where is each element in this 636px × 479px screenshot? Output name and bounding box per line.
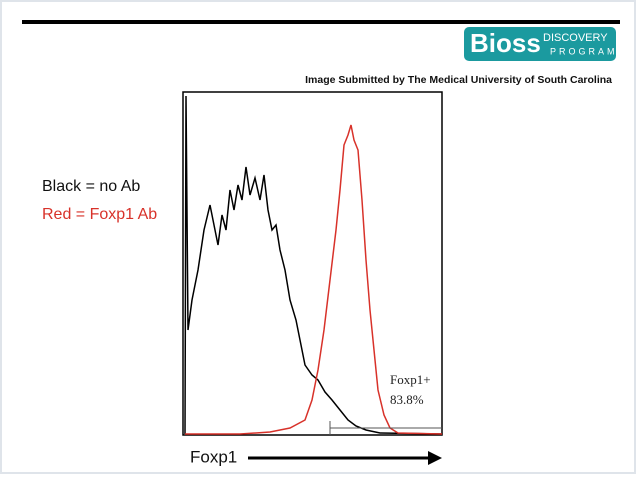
- black-histogram: [184, 95, 443, 435]
- red-histogram: [185, 124, 443, 435]
- caption: Image Submitted by The Medical Universit…: [305, 74, 612, 86]
- logo-line2: PROGRAM: [550, 46, 618, 56]
- plot-box: [182, 91, 443, 436]
- logo-name: Bioss: [470, 28, 541, 58]
- x-axis-label: Foxp1: [190, 447, 237, 466]
- gate-label: Foxp1+: [390, 372, 431, 387]
- legend-red: Red = Foxp1 Ab: [42, 206, 157, 223]
- top-rule: [22, 20, 620, 24]
- logo-line1: DISCOVERY: [543, 32, 608, 44]
- legend-black: Black = no Ab: [42, 178, 140, 195]
- axis-arrow-head: [428, 451, 442, 465]
- logo-badge: [464, 27, 616, 61]
- gate-percent: 83.8%: [390, 392, 424, 407]
